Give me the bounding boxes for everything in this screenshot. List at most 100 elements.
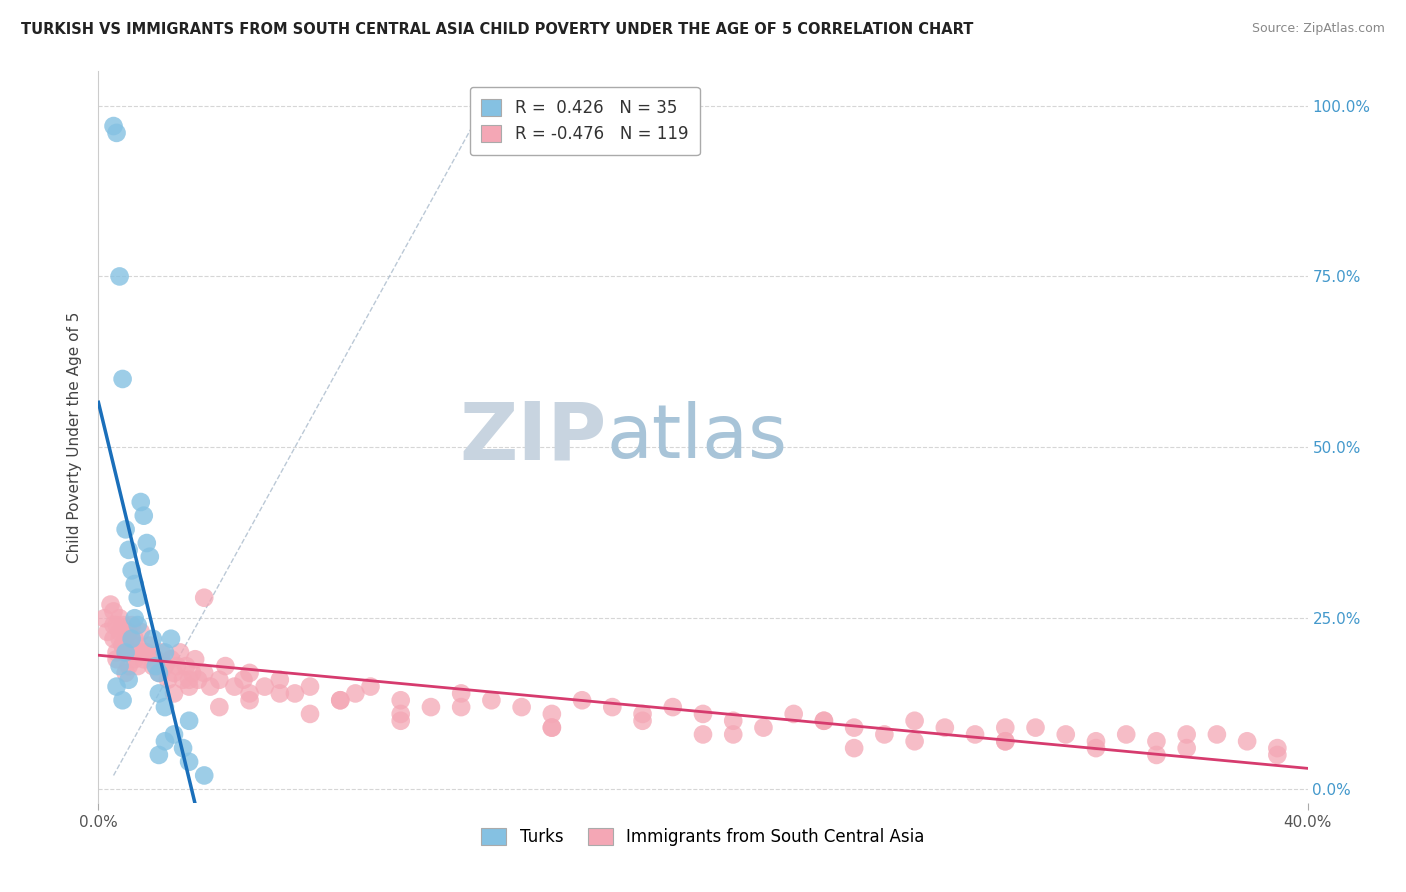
Point (111, 372, 134, 386)
Point (1085, 741, 1108, 756)
Point (389, 693, 412, 707)
Point (965, 727, 987, 741)
Point (994, 721, 1017, 735)
Point (121, 645, 143, 659)
Point (344, 686, 367, 700)
Point (129, 495, 152, 509)
Point (114, 665, 136, 680)
Point (179, 714, 201, 728)
Point (602, 700, 624, 714)
Point (129, 645, 152, 659)
Point (1267, 741, 1289, 756)
Point (253, 680, 276, 694)
Point (172, 741, 194, 756)
Point (284, 686, 307, 700)
Point (153, 645, 176, 659)
Point (127, 659, 149, 673)
Point (540, 706, 562, 721)
Point (994, 734, 1017, 748)
Point (752, 721, 775, 735)
Point (160, 632, 183, 646)
Point (103, 119, 125, 133)
Point (103, 618, 125, 632)
Point (172, 673, 194, 687)
Point (105, 680, 128, 694)
Point (239, 686, 262, 700)
Point (156, 673, 179, 687)
Point (661, 700, 683, 714)
Point (631, 714, 654, 728)
Text: Source: ZipAtlas.com: Source: ZipAtlas.com (1251, 22, 1385, 36)
Point (139, 549, 162, 564)
Point (124, 652, 146, 666)
Point (142, 632, 165, 646)
Point (163, 727, 186, 741)
Point (121, 632, 143, 646)
Point (174, 659, 197, 673)
Point (163, 686, 186, 700)
Point (1175, 727, 1198, 741)
Point (1206, 727, 1229, 741)
Point (124, 577, 146, 591)
Point (108, 659, 131, 673)
Point (813, 714, 835, 728)
Point (103, 632, 125, 646)
Point (813, 714, 835, 728)
Point (692, 706, 714, 721)
Point (450, 686, 472, 700)
Point (148, 686, 170, 700)
Point (904, 734, 927, 748)
Point (111, 618, 134, 632)
Point (269, 673, 291, 687)
Point (139, 639, 162, 653)
Point (148, 665, 170, 680)
Point (540, 721, 562, 735)
Point (105, 645, 128, 659)
Point (179, 755, 201, 769)
Point (232, 673, 254, 687)
Point (1054, 727, 1077, 741)
Point (844, 721, 866, 735)
Point (723, 714, 745, 728)
Point (96, 624, 118, 639)
Point (200, 680, 222, 694)
Y-axis label: Child Poverty Under the Age of 5: Child Poverty Under the Age of 5 (67, 311, 83, 563)
Point (181, 665, 204, 680)
Point (150, 645, 173, 659)
Point (184, 652, 207, 666)
Point (108, 269, 131, 284)
Text: TURKISH VS IMMIGRANTS FROM SOUTH CENTRAL ASIA CHILD POVERTY UNDER THE AGE OF 5 C: TURKISH VS IMMIGRANTS FROM SOUTH CENTRAL… (21, 22, 973, 37)
Point (783, 706, 806, 721)
Point (208, 700, 231, 714)
Point (193, 768, 215, 782)
Point (187, 673, 209, 687)
Point (142, 659, 165, 673)
Point (1267, 747, 1289, 762)
Point (127, 591, 149, 605)
Point (193, 591, 215, 605)
Point (118, 673, 141, 687)
Point (299, 706, 322, 721)
Point (153, 659, 176, 673)
Point (179, 673, 201, 687)
Point (114, 645, 136, 659)
Point (105, 126, 128, 140)
Point (269, 686, 291, 700)
Point (114, 632, 136, 646)
Point (135, 536, 157, 550)
Point (1144, 747, 1167, 762)
Point (105, 618, 128, 632)
Point (124, 611, 146, 625)
Point (631, 706, 654, 721)
Point (111, 639, 134, 653)
Point (153, 734, 176, 748)
Point (510, 700, 533, 714)
Point (239, 693, 262, 707)
Point (692, 727, 714, 741)
Point (127, 618, 149, 632)
Point (1144, 734, 1167, 748)
Point (132, 645, 155, 659)
Point (108, 624, 131, 639)
Point (166, 659, 188, 673)
Point (148, 665, 170, 680)
